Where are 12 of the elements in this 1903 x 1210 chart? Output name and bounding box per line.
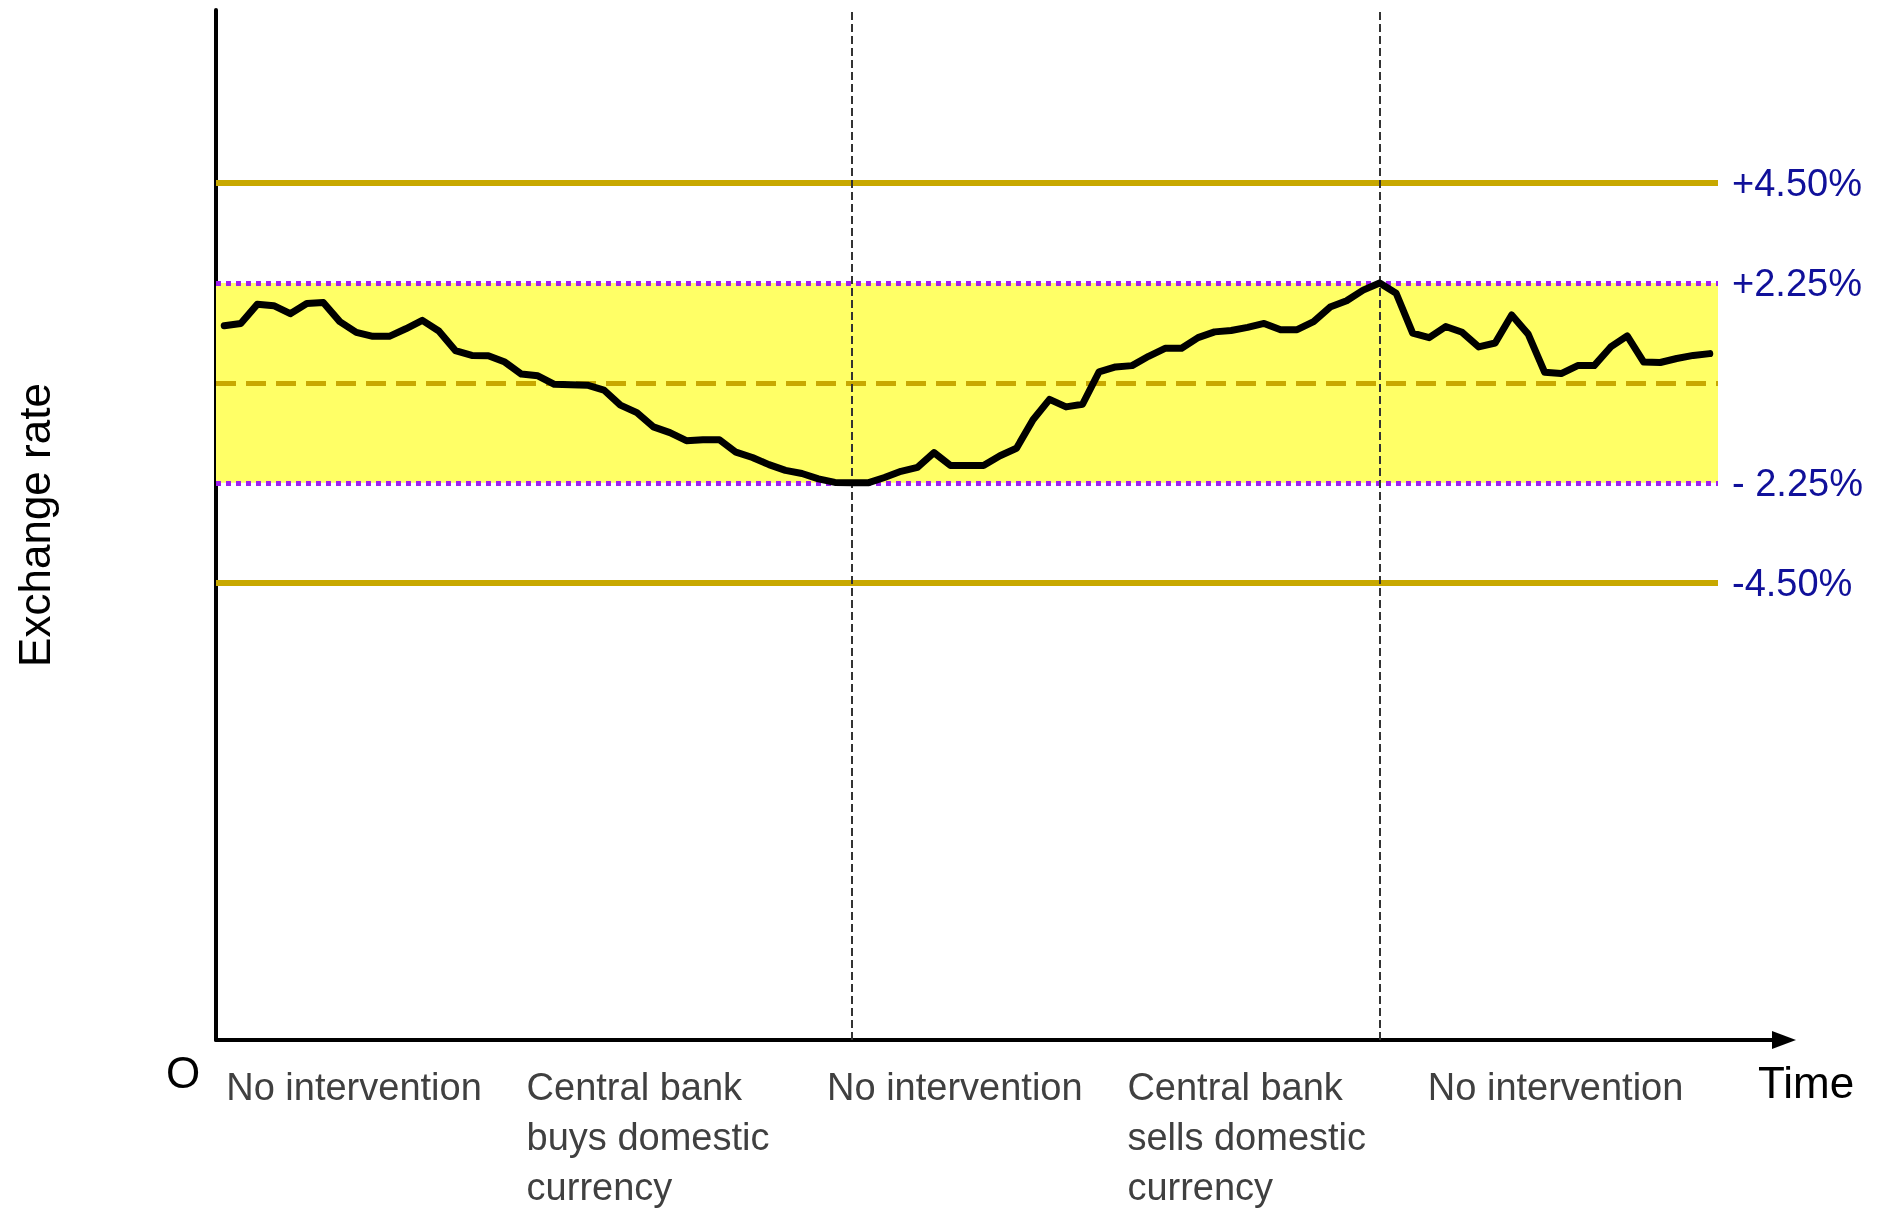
text: Central bank sells domestic currency: [1127, 1066, 1377, 1208]
text: No intervention: [827, 1066, 1083, 1108]
x-axis-title: Time: [1758, 1057, 1855, 1107]
text: O: [166, 1047, 201, 1097]
text: Central bank buys domestic currency: [526, 1066, 781, 1208]
y-tick-label: +2.25%: [1732, 262, 1862, 305]
y-tick-label: - 2.25%: [1732, 461, 1863, 504]
text: No intervention: [226, 1066, 482, 1108]
text: No intervention: [1427, 1066, 1684, 1108]
y-axis-title: Exchange rate: [9, 383, 59, 667]
y-tick-label: -4.50%: [1732, 561, 1853, 604]
y-tick-label: +4.50%: [1732, 162, 1862, 205]
